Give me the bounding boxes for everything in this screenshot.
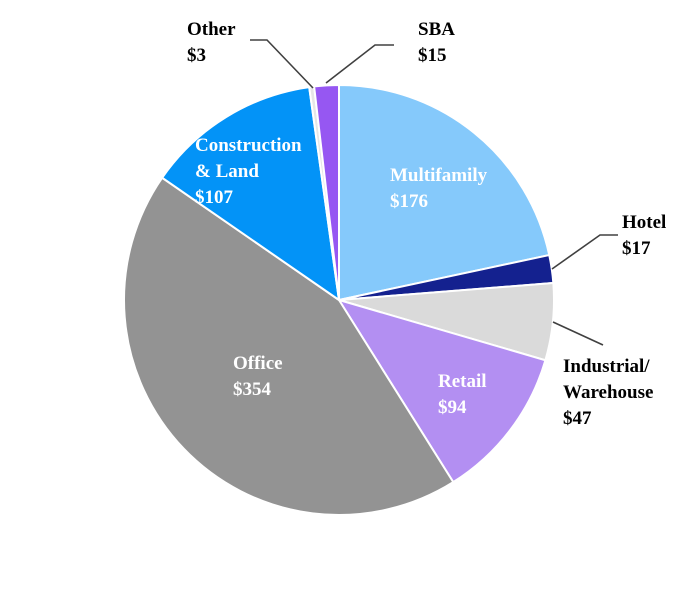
leader-line-sba	[325, 44, 394, 84]
slice-construction-land	[160, 85, 341, 303]
leader-line-other	[250, 39, 314, 89]
slice-multifamily	[338, 83, 551, 302]
label-retail: Retail $94	[438, 371, 487, 418]
slice-retail	[336, 298, 547, 484]
pie-slices	[123, 83, 555, 516]
label-industrial-warehouse: Industrial/Warehouse $47	[563, 356, 653, 429]
leader-line-industrial-warehouse	[552, 321, 604, 346]
label-other: Other $3	[187, 19, 236, 66]
label-construction-land: Construction & Land $107	[195, 135, 302, 208]
label-multifamily: Multifamily $176	[390, 165, 488, 212]
label-hotel: Hotel $17	[622, 212, 666, 259]
leader-lines	[250, 39, 618, 346]
leader-line-hotel	[551, 234, 618, 270]
slice-office	[123, 176, 455, 516]
label-office: Office $354	[233, 353, 283, 400]
slice-labels: Multifamily $176 Hotel $17 Industrial/Wareho…	[187, 19, 666, 429]
slice-sba	[313, 83, 340, 301]
label-sba: SBA $15	[418, 19, 455, 66]
